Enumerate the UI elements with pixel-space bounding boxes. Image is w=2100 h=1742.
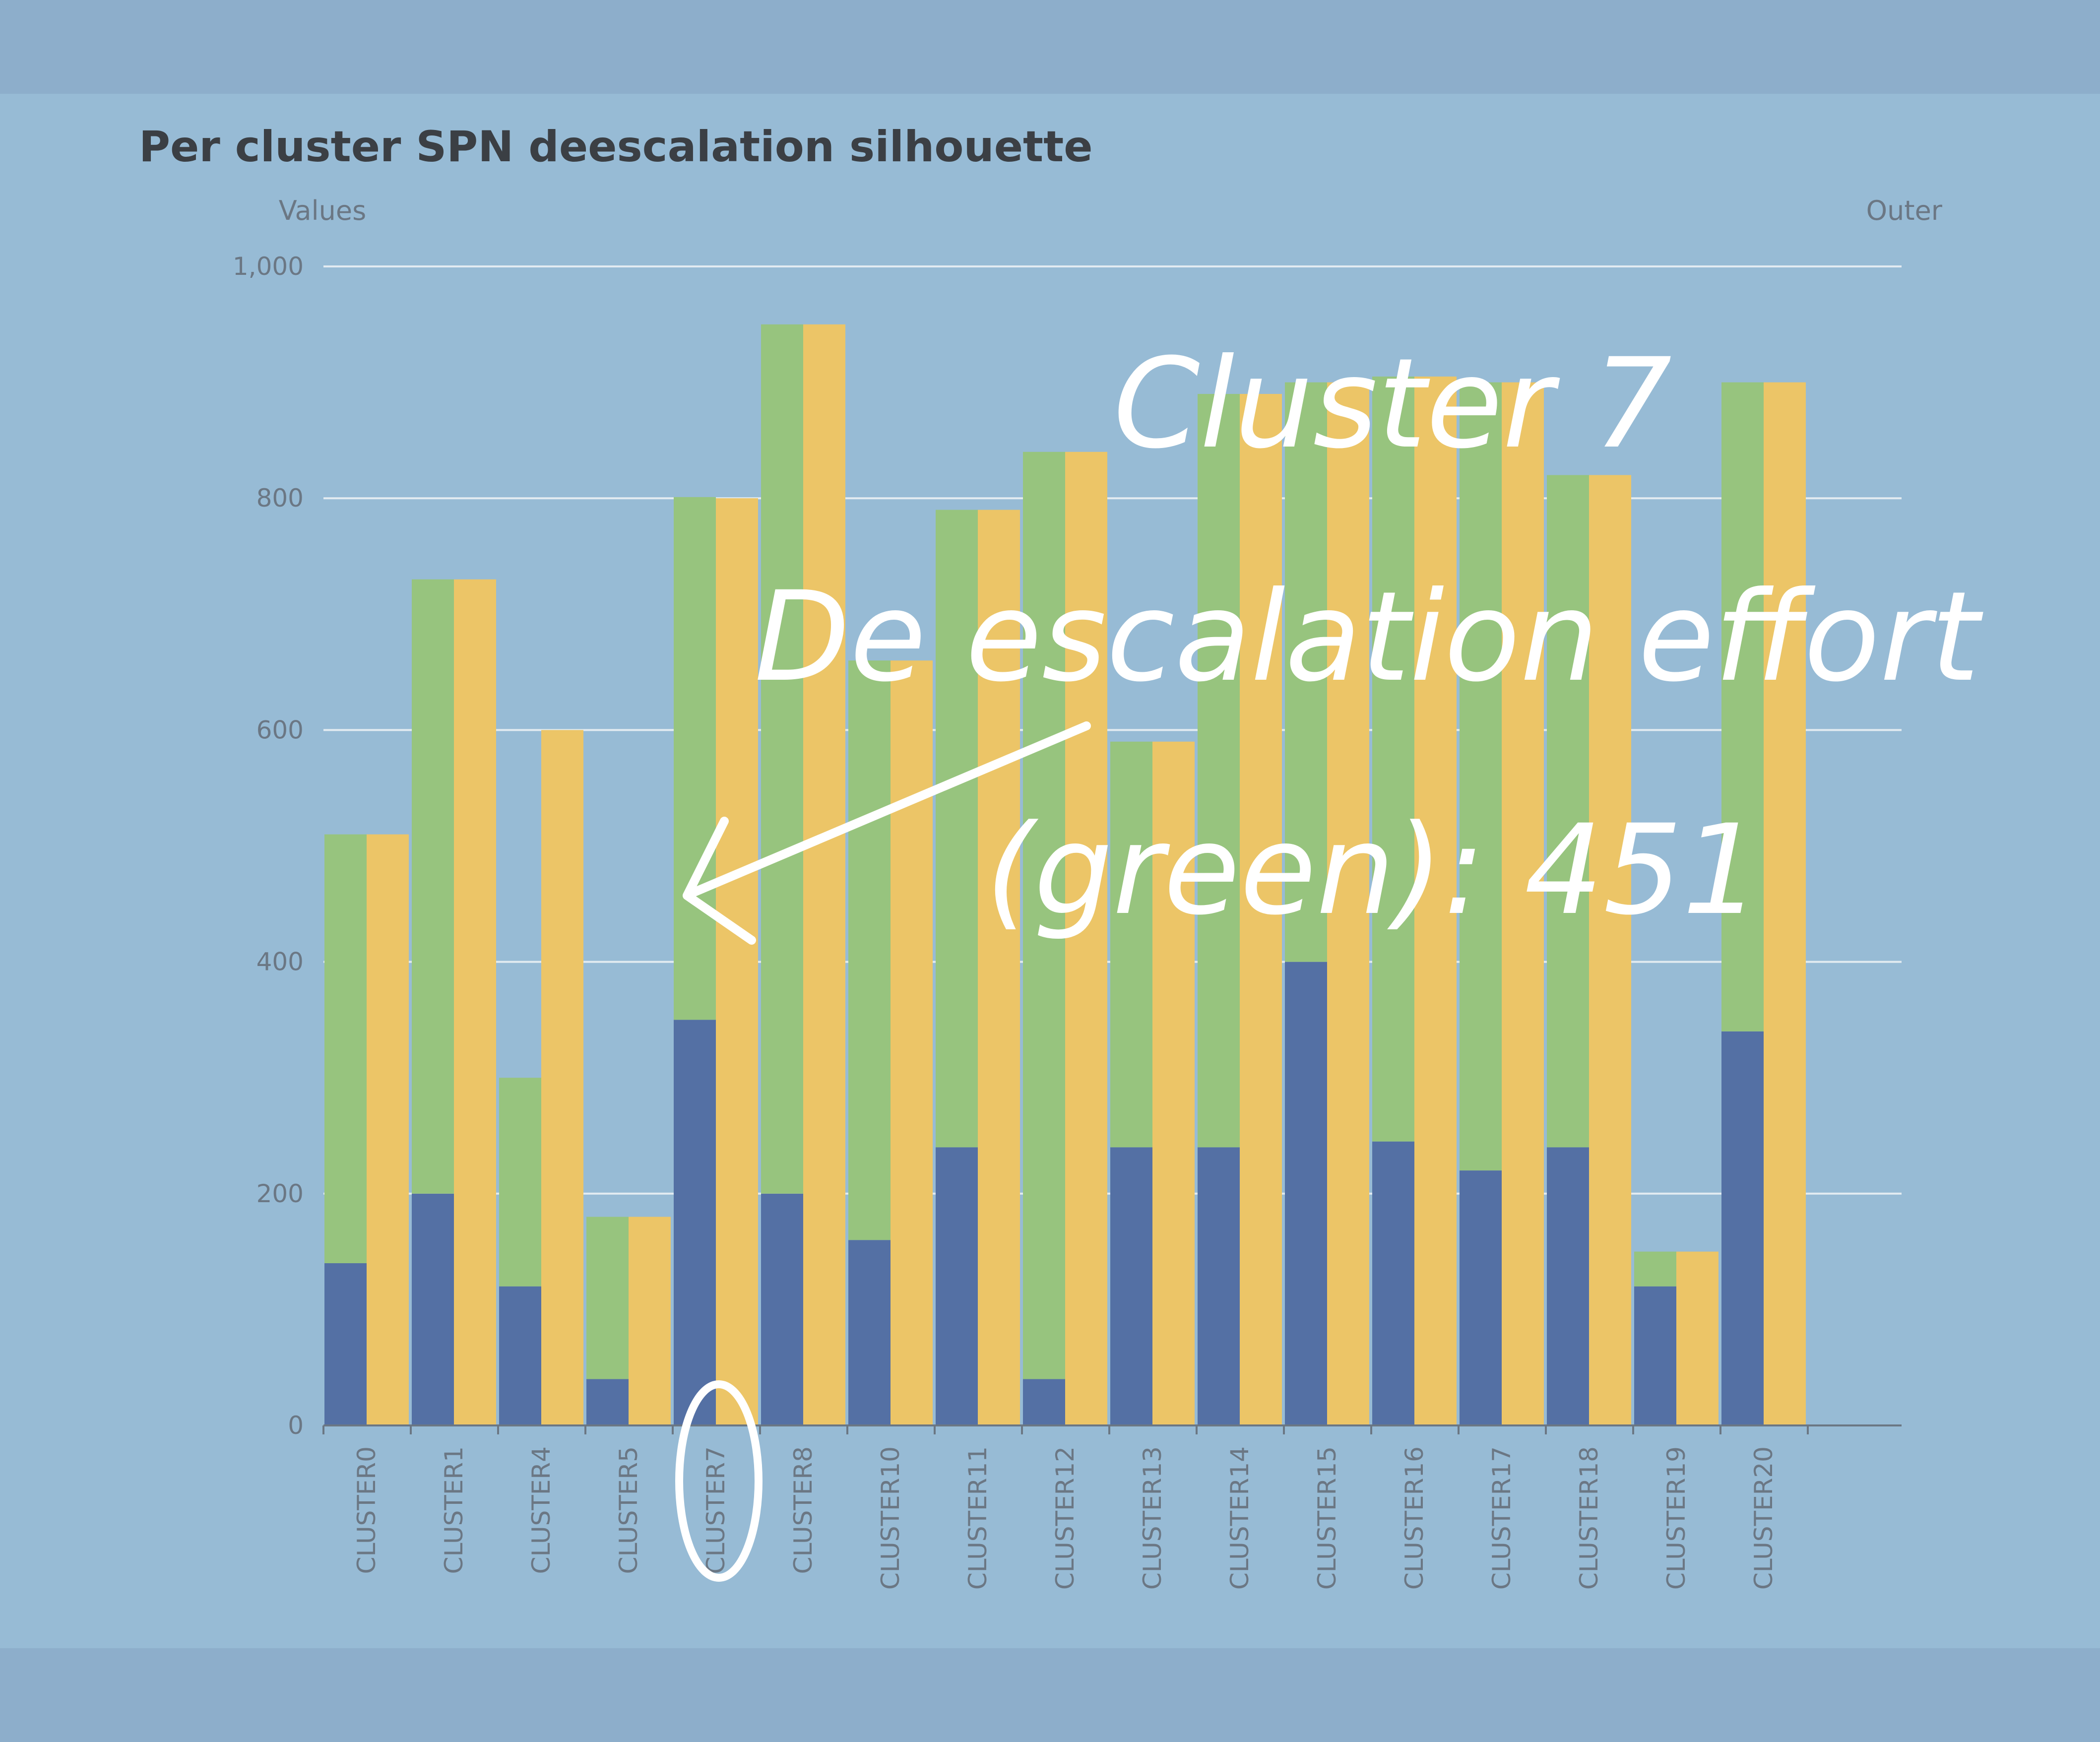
bar-segment	[412, 579, 454, 1194]
bar-segment	[848, 1240, 891, 1425]
bar-segment	[1547, 1147, 1589, 1425]
x-axis-labels: CLUSTER0 CLUSTER1 CLUSTER4 CLUSTER5 CLUSTER7…	[352, 1446, 1778, 1590]
y-axis-name: Values	[279, 195, 366, 226]
x-tick-label: CLUSTER1	[440, 1446, 468, 1574]
y-tick-label: 0	[288, 1411, 304, 1440]
bar-segment	[324, 1263, 367, 1425]
x-tick-label: CLUSTER15	[1313, 1446, 1341, 1590]
bar-segment	[586, 1217, 629, 1379]
bar-segment	[1502, 382, 1544, 1425]
bar-segment	[936, 1147, 978, 1425]
bar-segment	[1023, 452, 1065, 1379]
bar-segment	[1198, 1147, 1240, 1425]
bar-segment	[324, 834, 367, 1263]
x-tick-label: CLUSTER0	[352, 1446, 381, 1574]
x-tick-label: CLUSTER8	[789, 1446, 818, 1574]
x-tick-label: CLUSTER20	[1749, 1446, 1778, 1590]
bar-segment	[1240, 393, 1282, 1426]
bar-segment	[936, 510, 978, 1148]
bar-segment	[848, 660, 891, 1240]
bar-segment	[978, 510, 1020, 1425]
bar-segment	[1460, 382, 1502, 1171]
bar-segment	[499, 1286, 541, 1425]
bar-segment	[1023, 1379, 1065, 1425]
x-axis	[322, 1424, 1902, 1434]
bar-segment	[891, 660, 933, 1425]
bar-segment	[1634, 1251, 1676, 1287]
x-tick-label: CLUSTER7	[701, 1446, 730, 1574]
bar-segment	[1327, 382, 1369, 1425]
bar-segment	[761, 324, 803, 1194]
bar-segment	[1065, 452, 1107, 1425]
bar-segment	[674, 1020, 716, 1425]
bar-segment	[1285, 962, 1327, 1425]
bar-segment	[803, 324, 845, 1425]
bar-segment	[1152, 741, 1195, 1425]
bar-segment	[1110, 741, 1152, 1148]
y-tick-label: 400	[256, 948, 304, 976]
bar-segment	[629, 1217, 671, 1425]
annotation-arrow-shaft	[688, 721, 1091, 898]
y-tick-label: 200	[256, 1179, 304, 1208]
bar-segment	[541, 730, 583, 1425]
bar-segment	[586, 1379, 629, 1425]
bar-segment	[674, 497, 716, 1020]
bar-segment	[1721, 1031, 1764, 1425]
bar-segment	[1414, 376, 1457, 1426]
annotation-line-2: De escalation effort	[755, 565, 1983, 709]
bar-segment	[1198, 393, 1240, 1148]
x-tick-label: CLUSTER19	[1662, 1446, 1691, 1590]
annotation-circle	[675, 1380, 763, 1582]
bar-segment	[1589, 475, 1631, 1425]
bar-segment	[367, 834, 409, 1425]
bar-segment	[761, 1193, 803, 1425]
bar-segment	[412, 1193, 454, 1425]
y-tick-label: 600	[256, 715, 304, 744]
chart-title: Per cluster SPN deescalation silhouette	[139, 122, 1093, 172]
x-tick-label: CLUSTER4	[527, 1446, 556, 1574]
bar-segment	[454, 579, 496, 1425]
y-axis-ticks: 0 200 400 600 800 1,000	[233, 252, 304, 1440]
bar-segment	[1372, 1141, 1414, 1425]
annotation-line-3: (green): 451	[986, 798, 1761, 942]
bar-segment	[1372, 376, 1414, 1142]
annotation-line-1: Cluster 7	[1113, 331, 1672, 476]
bar-segment	[1285, 382, 1327, 962]
bar-segment	[716, 498, 758, 1426]
bar-segment	[1721, 382, 1764, 1032]
annotation: Cluster 7 De escalation effort (green): …	[675, 331, 1983, 1582]
x-tick-label: CLUSTER18	[1575, 1446, 1603, 1590]
x-tick-label: CLUSTER10	[876, 1446, 905, 1590]
x-tick-label: CLUSTER5	[614, 1446, 643, 1574]
y-tick-label: 800	[256, 484, 304, 513]
bar-segment	[1110, 1147, 1152, 1425]
y-tick-label: 1,000	[233, 252, 304, 281]
x-tick-label: CLUSTER17	[1487, 1446, 1516, 1590]
bar-segment	[1764, 382, 1806, 1425]
annotation-arrow-head	[683, 817, 756, 945]
bar-segment	[1676, 1251, 1718, 1425]
x-tick-label: CLUSTER13	[1138, 1446, 1167, 1590]
bars	[324, 324, 1806, 1426]
x-tick-label: CLUSTER12	[1051, 1446, 1080, 1590]
bar-segment	[499, 1078, 541, 1287]
y2-axis-name: Outer	[1866, 195, 1943, 226]
bar-segment	[1460, 1170, 1502, 1425]
bar-segment	[1547, 475, 1589, 1148]
x-tick-label: CLUSTER14	[1225, 1446, 1254, 1590]
x-tick-label: CLUSTER16	[1400, 1446, 1429, 1590]
x-tick-label: CLUSTER11	[963, 1446, 992, 1590]
bar-segment	[1634, 1286, 1676, 1425]
